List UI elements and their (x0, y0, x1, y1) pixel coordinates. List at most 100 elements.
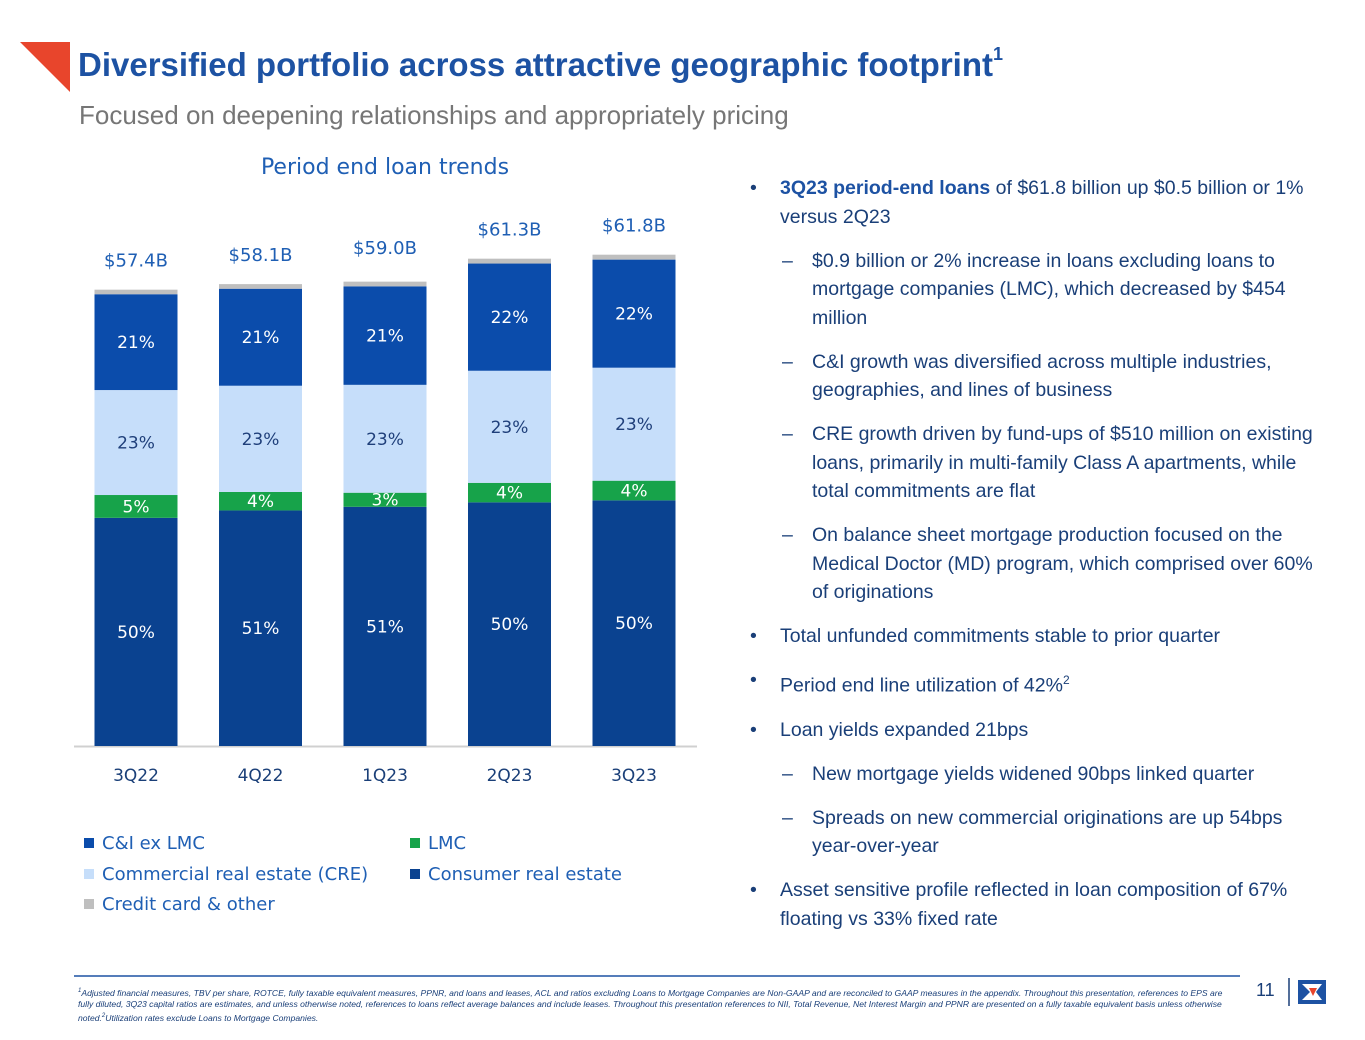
slide-subtitle: Focused on deepening relationships and a… (79, 100, 789, 130)
legend-swatch (410, 869, 420, 879)
bullet-item: On balance sheet mortgage production foc… (740, 521, 1320, 607)
x-tick-label: 3Q23 (611, 766, 657, 786)
bullet-text: New mortgage yields widened 90bps linked… (812, 762, 1255, 785)
segment-label: 51% (242, 619, 280, 639)
bullet-item: 3Q23 period-end loans of $61.8 billion u… (740, 174, 1320, 231)
bar-segment (343, 506, 427, 746)
bar-segment (343, 492, 427, 507)
bullet-text: Total unfunded commitments stable to pri… (780, 625, 1221, 647)
bar-segment (219, 491, 302, 511)
bar-segment (592, 480, 676, 501)
bar-segment (468, 370, 551, 483)
bullet-item: Spreads on new commercial originations a… (740, 804, 1320, 861)
bar-segment (94, 289, 178, 295)
bullet-text: $0.9 billion or 2% increase in loans exc… (812, 249, 1286, 329)
bar-segment (468, 482, 551, 503)
bar-segment (94, 390, 178, 496)
bullet-note: 2 (1062, 673, 1070, 687)
legend-swatch (84, 899, 94, 909)
bullet-text: On balance sheet mortgage production foc… (812, 524, 1313, 603)
segment-label: 22% (615, 305, 653, 325)
legend-label: Commercial real estate (CRE) (102, 864, 368, 885)
segment-label: 4% (621, 482, 648, 502)
segment-label: 21% (366, 327, 404, 347)
bar-segment (592, 500, 676, 746)
segment-label: 21% (117, 333, 155, 353)
bar-segment (94, 495, 178, 518)
bar-segment (219, 288, 302, 386)
bullet-item: New mortgage yields widened 90bps linked… (740, 760, 1320, 789)
bar-segment (592, 367, 676, 481)
chart-title: Period end loan trends (261, 155, 509, 180)
corner-mark (20, 42, 70, 92)
segment-label: 23% (117, 434, 155, 454)
slide-title: Diversified portfolio across attractive … (78, 44, 1003, 84)
legend-swatch (84, 869, 94, 879)
title-text: Diversified portfolio across attractive … (78, 46, 993, 83)
x-tick-label: 2Q23 (487, 766, 533, 786)
bullet-item: CRE growth driven by fund-ups of $510 mi… (740, 420, 1320, 506)
bullet-text: Period end line utilization of 42% (780, 674, 1063, 697)
logo (1298, 980, 1326, 1004)
segment-label: 23% (615, 415, 653, 435)
segment-label: 50% (491, 615, 529, 635)
bullet-text: Loan yields expanded 21bps (780, 718, 1029, 741)
title-note: 1 (993, 44, 1004, 64)
total-label: $57.4B (104, 251, 168, 272)
footnote: 1Adjusted financial measures, TBV per sh… (78, 986, 1233, 1024)
x-tick-label: 4Q22 (238, 766, 284, 786)
bullet-list: 3Q23 period-end loans of $61.8 billion u… (740, 174, 1320, 949)
legend-label: C&I ex LMC (102, 833, 205, 854)
segment-label: 4% (496, 484, 523, 504)
bar-segment (94, 294, 178, 391)
bar-segment (219, 510, 302, 746)
legend-label: LMC (428, 833, 466, 854)
footnote-text: Utilization rates exclude Loans to Mortg… (105, 1012, 319, 1023)
bullet-item: Asset sensitive profile reflected in loa… (740, 876, 1320, 933)
bar-segment (468, 263, 551, 371)
footnote-text: Adjusted financial measures, TBV per sha… (78, 987, 1223, 1023)
total-label: $59.0B (353, 238, 417, 259)
legend-swatch (84, 838, 94, 848)
bullet-text: Asset sensitive profile reflected in loa… (780, 879, 1288, 930)
segment-label: 23% (366, 430, 404, 450)
bullet-item: $0.9 billion or 2% increase in loans exc… (740, 247, 1320, 333)
segment-label: 23% (491, 418, 529, 438)
total-label: $58.1B (229, 245, 293, 266)
bar-segment (343, 281, 427, 287)
bullet-text: Spreads on new commercial originations a… (812, 806, 1283, 858)
segment-label: 23% (242, 430, 280, 450)
footnote-mark: 2 (101, 1012, 106, 1019)
segment-label: 22% (491, 308, 529, 328)
x-tick-label: 3Q22 (113, 766, 159, 786)
bullet-item: Total unfunded commitments stable to pri… (740, 622, 1320, 651)
segment-label: 50% (117, 623, 155, 643)
bullet-text: C&I growth was diversified across multip… (812, 350, 1272, 402)
bullet-item: Loan yields expanded 21bps (740, 716, 1320, 745)
total-label: $61.3B (478, 220, 542, 241)
bar-segment (343, 286, 427, 385)
bar-segment (592, 259, 676, 368)
segment-label: 5% (123, 497, 150, 517)
segment-label: 4% (247, 492, 274, 512)
bullet-text: of $61.8 billion up $0.5 billion or 1% v… (780, 177, 1304, 228)
legend-swatch (410, 838, 420, 848)
bullet-item: Period end line utilization of 42%2 (740, 666, 1320, 700)
bar-segment (219, 385, 302, 492)
segment-label: 51% (366, 617, 404, 637)
legend-label: Credit card & other (102, 894, 275, 915)
segment-label: 3% (372, 491, 399, 511)
bullet-lead: 3Q23 period-end loans (780, 177, 991, 199)
bar-segment (468, 258, 551, 264)
x-tick-label: 1Q23 (362, 766, 408, 786)
bar-segment (219, 284, 302, 289)
bar-segment (592, 254, 676, 260)
page-number: 11 (1256, 980, 1275, 1000)
segment-label: 21% (242, 328, 280, 348)
bar-segment (468, 502, 551, 746)
segment-label: 50% (615, 614, 653, 634)
bullet-text: CRE growth driven by fund-ups of $510 mi… (812, 423, 1313, 502)
legend-label: Consumer real estate (428, 864, 622, 885)
